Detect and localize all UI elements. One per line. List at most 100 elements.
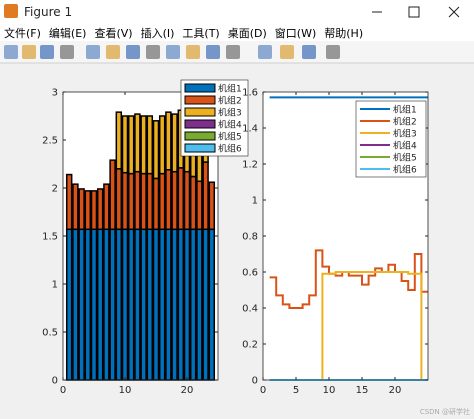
x-tick-label: 20 [389, 385, 402, 396]
legend-label: 机组5 [393, 152, 417, 164]
legend-label: 机组1 [218, 83, 242, 95]
bar-segment [208, 181, 216, 231]
bar-segment [78, 188, 85, 231]
bar-segment [171, 170, 178, 231]
tool-button[interactable] [258, 45, 272, 59]
bar-segment [115, 168, 123, 231]
bar-segment [134, 113, 141, 173]
tool-button[interactable] [206, 45, 220, 59]
bar-segment [165, 169, 172, 231]
close-button[interactable] [448, 6, 460, 18]
y-tick-label: 0.5 [42, 328, 58, 339]
bar-segment [121, 228, 129, 381]
y-tick-label: 0.2 [242, 340, 258, 351]
tool-button[interactable] [126, 45, 140, 59]
tool-button[interactable] [60, 45, 74, 59]
legend-swatch [184, 95, 216, 105]
bar-segment [115, 111, 123, 170]
y-tick-label: 1.2 [242, 160, 258, 171]
x-tick-label: 10 [119, 385, 132, 396]
legend-label: 机组1 [393, 104, 417, 116]
tool-button[interactable] [86, 45, 100, 59]
y-tick-label: 0.8 [242, 232, 258, 243]
bar-segment [72, 228, 79, 381]
legend-label: 机组6 [393, 164, 417, 176]
bar-segment [65, 173, 73, 231]
bar-segment [134, 170, 141, 231]
legend-box [355, 100, 427, 178]
bar-segment [90, 228, 98, 381]
x-tick-label: 0 [60, 385, 66, 396]
bar-segment [140, 115, 147, 175]
bar-segment [165, 228, 172, 381]
bar-segment [202, 228, 209, 381]
tool-button[interactable] [146, 45, 160, 59]
bar-segment [152, 228, 160, 381]
y-tick-label: 3 [52, 88, 58, 99]
menu-item[interactable]: 插入(I) [141, 26, 175, 40]
bar-segment [127, 228, 135, 381]
bar-segment [196, 180, 203, 231]
tool-button[interactable] [4, 45, 18, 59]
y-tick-label: 0.6 [242, 268, 258, 279]
bar-segment [158, 115, 166, 175]
menu-item[interactable]: 桌面(D) [228, 27, 267, 40]
bar-segment [165, 111, 172, 171]
bar-segment [152, 177, 160, 231]
menu-item[interactable]: 工具(T) [182, 27, 219, 40]
bar-segment [121, 171, 129, 231]
menu-item[interactable]: 文件(F) [4, 26, 41, 40]
legend-swatch [184, 107, 216, 117]
y-tick-label: 2 [52, 184, 58, 195]
bar-segment [146, 228, 154, 381]
menu-item[interactable]: 窗口(W) [275, 26, 316, 40]
x-tick-label: 0 [260, 385, 266, 396]
legend-swatch [184, 83, 216, 93]
tool-button[interactable] [302, 45, 316, 59]
bar-segment [127, 172, 135, 231]
y-tick-label: 1 [252, 196, 258, 207]
plots: 00.511.522.530 10 20机组1机组2机组3机组4机组5机组600.2… [42, 79, 429, 396]
bar-segment [152, 120, 160, 180]
tool-button[interactable] [280, 45, 294, 59]
bar-segment [140, 172, 147, 231]
legend-swatch [184, 131, 216, 141]
bar-segment [96, 188, 104, 231]
bar-segment [158, 172, 166, 231]
tool-button[interactable] [40, 45, 54, 59]
bar-segment [121, 115, 129, 174]
bar-segment [103, 183, 110, 231]
bar-segment [183, 170, 191, 231]
y-tick-label: 1.4 [242, 124, 258, 135]
toolbar-icons [4, 45, 340, 59]
window-title: Figure 1 [24, 5, 72, 19]
x-tick-label: 5 [293, 385, 299, 396]
bar-segment [127, 115, 135, 175]
tool-button[interactable] [166, 45, 180, 59]
bar-segment [177, 167, 185, 231]
legend-label: 机组5 [218, 131, 242, 143]
bar-segment [72, 183, 79, 231]
legend-label: 机组4 [393, 140, 417, 152]
legend-label: 机组2 [393, 116, 417, 128]
bar-segment [158, 228, 166, 381]
bar-segment [177, 228, 185, 381]
bar-segment [171, 228, 178, 381]
tool-button[interactable] [22, 45, 36, 59]
y-tick-label: 0 [52, 376, 58, 387]
menu-item[interactable]: 编辑(E) [49, 26, 87, 40]
bar-segment [134, 228, 141, 381]
maximize-button[interactable] [408, 6, 420, 18]
legend-label: 机组3 [393, 128, 417, 140]
x-tick-label: 20 [181, 385, 194, 396]
menu-item[interactable]: 查看(V) [94, 26, 132, 40]
menu-item[interactable]: 帮助(H) [324, 26, 363, 40]
bar-segment [171, 113, 178, 173]
tool-button[interactable] [106, 45, 120, 59]
x-tick-label: 15 [356, 385, 369, 396]
tool-button[interactable] [186, 45, 200, 59]
tool-button[interactable] [326, 45, 340, 59]
tool-button[interactable] [226, 45, 240, 59]
y-tick-label: 0 [252, 376, 258, 387]
x-tick-label: 10 [323, 385, 336, 396]
